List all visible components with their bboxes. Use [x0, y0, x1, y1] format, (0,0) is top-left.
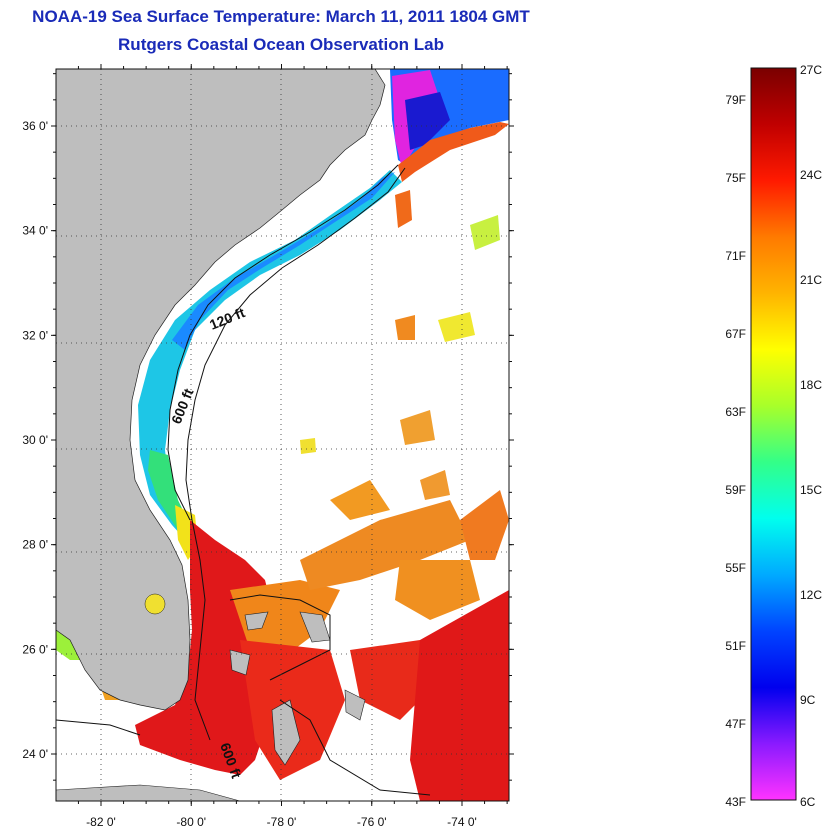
- colorbar-f-label: 43F: [725, 795, 746, 809]
- lon-label: -80 0': [176, 815, 206, 829]
- lat-label: 26 0': [22, 642, 48, 656]
- colorbar-c-label: 9C: [800, 693, 816, 707]
- lake-okeechobee: [144, 593, 166, 615]
- graticule: [56, 69, 509, 801]
- lat-label: 36 0': [22, 119, 48, 133]
- isobaths: [56, 164, 431, 796]
- lon-label: -78 0': [267, 815, 297, 829]
- colorbar-f-label: 63F: [725, 405, 746, 419]
- lat-label: 30 0': [22, 433, 48, 447]
- land-bahamas: [229, 611, 366, 766]
- colorbar-f-label: 55F: [725, 561, 746, 575]
- colorbar-scale: [750, 67, 797, 801]
- colorbar-c-label: 27C: [800, 63, 822, 77]
- map-frame: [55, 68, 510, 802]
- colorbar-c-label: 15C: [800, 483, 822, 497]
- colorbar-c-label: 6C: [800, 795, 816, 809]
- colorbar-fahrenheit-labels: 79F 75F 71F 67F 63F 59F 55F 51F 47F 43F: [725, 93, 746, 809]
- colorbar-f-label: 67F: [725, 327, 746, 341]
- map-title: NOAA-19 Sea Surface Temperature: March 1…: [32, 7, 530, 26]
- lon-label: -74 0': [447, 815, 477, 829]
- colorbar-celsius-labels: 27C 24C 21C 18C 15C 12C 9C 6C: [800, 63, 822, 809]
- colorbar-c-label: 12C: [800, 588, 822, 602]
- lat-label: 34 0': [22, 224, 48, 238]
- lat-label: 28 0': [22, 538, 48, 552]
- colorbar-f-label: 75F: [725, 171, 746, 185]
- colorbar-f-label: 51F: [725, 639, 746, 653]
- colorbar-f-label: 47F: [725, 717, 746, 731]
- colorbar-f-label: 71F: [725, 249, 746, 263]
- colorbar-c-label: 21C: [800, 273, 822, 287]
- colorbar-c-label: 24C: [800, 168, 822, 182]
- longitude-labels: -82 0' -80 0' -78 0' -76 0' -74 0': [86, 815, 477, 829]
- colorbar-f-label: 79F: [725, 93, 746, 107]
- axis-ticks: [51, 64, 514, 806]
- colorbar-c-label: 18C: [800, 378, 822, 392]
- colorbar-f-label: 59F: [725, 483, 746, 497]
- land-cuba: [56, 784, 241, 801]
- lon-label: -76 0': [357, 815, 387, 829]
- land-southeast-us: [56, 69, 386, 711]
- map-subtitle: Rutgers Coastal Ocean Observation Lab: [118, 35, 444, 54]
- latitude-labels: 36 0' 34 0' 32 0' 30 0' 28 0' 26 0' 24 0': [22, 119, 48, 761]
- lon-label: -82 0': [86, 815, 116, 829]
- lat-label: 32 0': [22, 328, 48, 342]
- lat-label: 24 0': [22, 747, 48, 761]
